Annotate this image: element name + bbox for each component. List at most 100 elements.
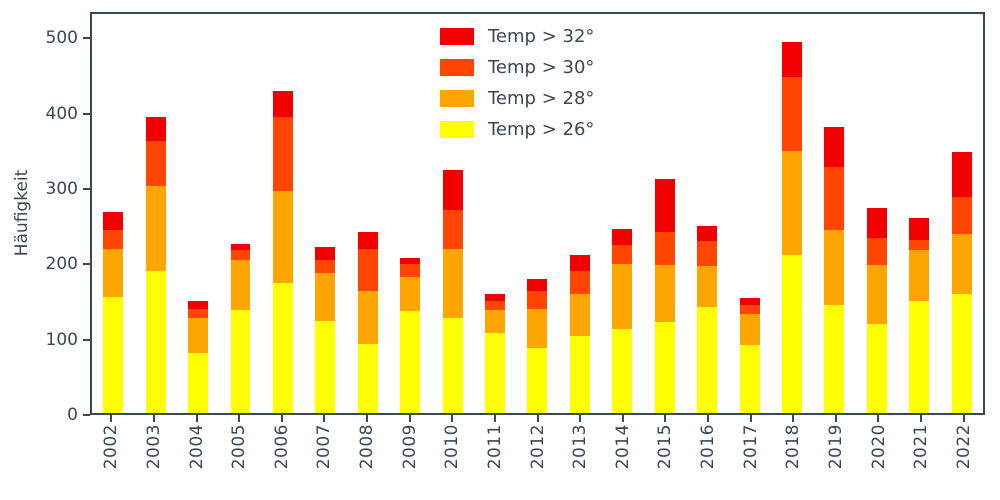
bar-slot-2004 [177,14,219,413]
x-tick-slot: 2011 [474,424,517,500]
bar-segment [909,240,930,251]
bar-segment [103,230,124,249]
bar-segment [697,266,718,308]
x-tick-slot: 2016 [687,424,730,500]
bar-segment [103,248,124,298]
x-tick-label: 2021 [911,424,932,470]
x-tick-mark [962,415,965,422]
bar-segment [951,293,972,413]
x-tick-label: 2020 [868,424,889,470]
bar-segment [145,271,166,413]
legend-label: Temp > 26° [488,119,595,140]
bar-segment [485,301,505,311]
bar-2007 [315,14,336,413]
bar-segment [909,218,930,240]
bar-segment [951,152,972,197]
y-tick-mark [83,112,90,115]
x-tick-label: 2013 [570,424,591,470]
bar-segment [357,291,378,344]
bar-segment [527,348,548,413]
bar-2006 [272,14,293,413]
x-tick-mark [323,415,326,422]
x-tick-label: 2012 [527,424,548,470]
bar-2008 [357,14,378,413]
bar-segment [272,190,293,283]
bar-segment [400,263,421,278]
y-tick-label: 500 [45,28,78,49]
y-tick-label: 400 [45,103,78,124]
x-tick-slot: 2008 [346,424,389,500]
x-axis-tick-labels: 2002 2003 2004 2005 2006 2007 2008 2009 2010 2011… [90,424,985,500]
x-tick-label: 2015 [655,424,676,470]
legend-label: Temp > 28° [488,88,595,109]
y-tick-label: 300 [45,179,78,200]
bar-2022 [951,14,972,413]
bar-segment [951,196,972,235]
bar-segment [866,237,887,266]
bar-slot-2003 [134,14,176,413]
x-tick-mark [195,415,198,422]
bar-segment [739,313,760,346]
legend-swatch [440,59,474,76]
x-tick-mark [664,415,667,422]
y-tick-mark [83,37,90,40]
y-tick-label: 100 [45,329,78,350]
x-tick-label: 2017 [740,424,761,470]
legend-label: Temp > 32° [488,26,595,47]
bar-segment [357,343,378,413]
x-tick-label: 2010 [442,424,463,470]
x-tick-label: 2002 [101,424,122,470]
bar-segment [612,228,633,246]
bar-segment [739,345,760,413]
bar-segment [188,301,209,309]
x-tick-label: 2019 [825,424,846,470]
x-tick-slot: 2006 [261,424,304,500]
bar-segment [357,231,378,249]
bar-segment [824,127,845,167]
x-tick-slot: 2012 [516,424,559,500]
x-tick-mark [536,415,539,422]
bar-segment [272,116,293,191]
bar-segment [781,41,802,78]
legend-swatch [440,121,474,138]
bar-segment [315,272,336,322]
x-tick-label: 2004 [186,424,207,470]
bar-segment [188,317,209,354]
x-tick-label: 2022 [953,424,974,470]
bar-2018 [781,14,802,413]
x-tick-label: 2006 [271,424,292,470]
bar-segment [697,225,718,242]
legend-label: Temp > 30° [488,57,595,78]
x-tick-mark [493,415,496,422]
x-tick-mark [749,415,752,422]
y-tick-mark [83,188,90,191]
bar-segment [485,333,505,413]
bar-segment [824,304,845,413]
bar-slot-2015 [643,14,685,413]
bar-segment [569,336,590,413]
bar-2011 [485,14,505,413]
bar-2013 [569,14,590,413]
bar-segment [145,116,166,141]
bar-segment [697,307,718,413]
bar-slot-2017 [728,14,770,413]
x-tick-label: 2011 [484,424,505,470]
bar-segment [739,298,760,305]
x-tick-mark [834,415,837,422]
x-tick-mark [621,415,624,422]
x-tick-mark [877,415,880,422]
x-tick-mark [110,415,113,422]
x-tick-slot: 2007 [303,424,346,500]
bar-segment [315,260,336,273]
x-tick-slot: 2002 [90,424,133,500]
x-tick-slot: 2017 [729,424,772,500]
bar-slot-2005 [219,14,261,413]
bar-segment [739,304,760,314]
bar-segment [866,323,887,413]
bar-2012 [527,14,548,413]
x-tick-slot: 2004 [175,424,218,500]
bar-segment [866,265,887,324]
x-tick-slot: 2020 [857,424,900,500]
bar-2016 [697,14,718,413]
bar-segment [781,150,802,255]
